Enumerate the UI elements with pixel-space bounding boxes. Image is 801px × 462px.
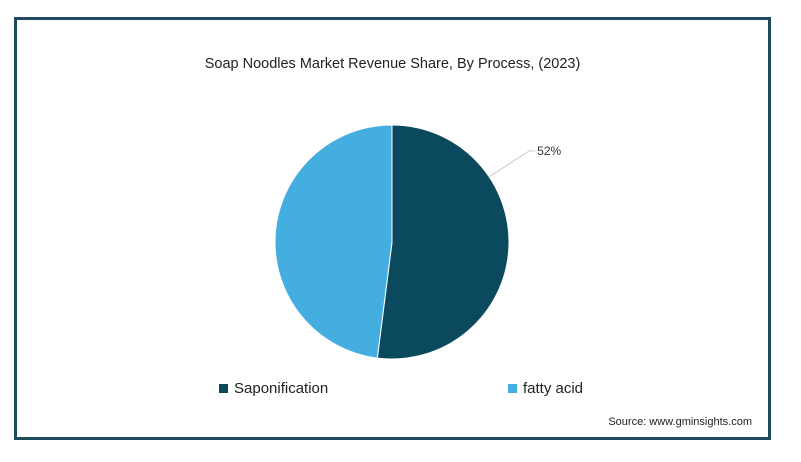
leader-line-saponification [488,150,536,178]
legend-item-saponification: Saponification [219,380,328,397]
source-note: Source: www.gminsights.com [608,416,752,428]
pie-slice-saponification [376,124,510,360]
legend-label-saponification: Saponification [234,380,329,397]
legend-swatch-saponification [219,384,228,393]
chart-title: Soap Noodles Market Revenue Share, By Pr… [204,56,581,72]
data-label-saponification: 52% [537,144,561,158]
pie-chart: 52% [274,124,562,360]
legend-label-fatty-acid: fatty acid [523,380,584,397]
legend-swatch-fatty-acid [508,384,517,393]
chart-frame: Soap Noodles Market Revenue Share, By Pr… [14,17,771,440]
legend-item-fatty-acid: fatty acid [508,380,583,397]
pie-slice-fatty-acid [274,124,393,359]
